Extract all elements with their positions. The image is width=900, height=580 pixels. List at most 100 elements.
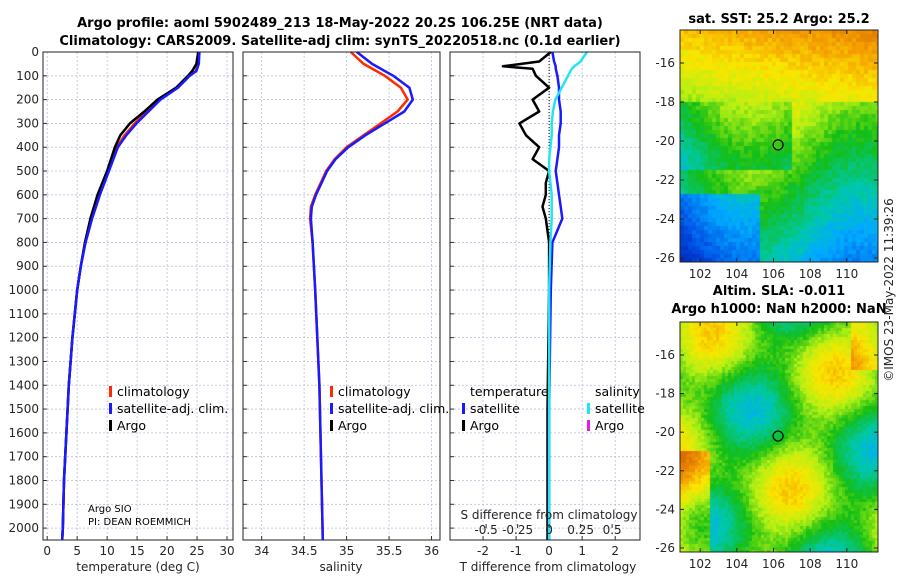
x-tick-label: 15 — [129, 544, 144, 558]
x-tick-label: 108 — [799, 557, 822, 571]
tdiff-xlabel: T difference from climatology — [459, 560, 637, 574]
y-tick-label: -24 — [655, 502, 675, 516]
series-satellite-clim — [60, 51, 201, 541]
y-tick-label: 1300 — [8, 354, 39, 368]
y-tick-label: 300 — [16, 116, 39, 130]
x-tick-label: -1 — [510, 544, 522, 558]
y-tick-label: 200 — [16, 93, 39, 107]
y-tick-label: 100 — [16, 69, 39, 83]
temperature-legend: climatology satellite-adj. clim. Argo Ar… — [88, 384, 228, 528]
legend-swatch-s-satellite — [587, 403, 590, 414]
sst-heatmap — [680, 30, 878, 262]
legend-swatch-satellite — [330, 403, 333, 414]
salinity-legend: climatology satellite-adj. clim. Argo — [330, 384, 449, 433]
y-tick-label: -16 — [655, 56, 675, 70]
argo-location-marker — [772, 139, 784, 151]
axes-frame — [242, 51, 441, 541]
y-tick-label: 1400 — [8, 378, 39, 392]
sla-map-subtitle: Argo h1000: NaN h2000: NaN — [671, 302, 886, 317]
y-tick-label: -26 — [655, 251, 675, 265]
y-tick-label: 1800 — [8, 473, 39, 487]
map-frame — [679, 321, 879, 553]
y-tick-label: 700 — [16, 212, 39, 226]
y-tick-label: -24 — [655, 212, 675, 226]
x-tick-label: 104 — [725, 267, 748, 281]
axes-frame — [42, 51, 234, 541]
annotation-line1: Argo SIO — [88, 504, 132, 515]
y-tick-label: -18 — [655, 387, 675, 401]
x-tick-label: 30 — [219, 544, 234, 558]
sla-heatmap — [680, 322, 878, 552]
salinity-panel: 34 34.5 35 35.5 36 — [242, 51, 441, 558]
s-x-tick-label: 0 — [545, 523, 553, 537]
difference-legend: temperature satellite Argo salinity sate… — [462, 384, 645, 433]
series-t-argo — [501, 51, 552, 540]
argo-location-marker — [772, 430, 784, 442]
y-tick-label: 900 — [16, 259, 39, 273]
sla-map-title: Altim. SLA: -0.011 — [713, 284, 845, 299]
sst-map-title: sat. SST: 25.2 Argo: 25.2 — [688, 12, 869, 27]
s-x-tick-label: -0.25 — [502, 523, 533, 537]
x-tick-label: 35.5 — [376, 544, 403, 558]
x-tick-label: 5 — [73, 544, 81, 558]
y-tick-label: 1600 — [8, 426, 39, 440]
series-t-satellite — [547, 51, 564, 540]
series-climatology — [60, 51, 201, 541]
legend-swatch-climatology — [330, 386, 333, 397]
x-tick-label: 106 — [762, 267, 785, 281]
legend-label: climatology — [117, 384, 190, 399]
legend-swatch-argo — [330, 420, 333, 431]
y-tick-label: 1500 — [8, 402, 39, 416]
y-tick-label: 1200 — [8, 331, 39, 345]
legend-label: Argo — [470, 418, 499, 433]
x-tick-label: 110 — [835, 267, 858, 281]
x-tick-label: 10 — [99, 544, 114, 558]
y-tick-label: 1100 — [8, 307, 39, 321]
legend-label: satellite — [595, 401, 645, 416]
x-tick-label: 102 — [689, 557, 712, 571]
legend-title-salinity: salinity — [595, 384, 640, 399]
legend-swatch-argo — [109, 420, 112, 431]
y-tick-label: 1000 — [8, 283, 39, 297]
x-tick-label: 108 — [799, 267, 822, 281]
sst-map-axes: 102 104 106 108 110 -16 -18 -20 -22 -24 -26 — [655, 29, 879, 281]
legend-swatch-climatology — [109, 386, 112, 397]
x-tick-label: 2 — [611, 544, 619, 558]
y-tick-label: -16 — [655, 348, 675, 362]
y-tick-label: -18 — [655, 95, 675, 109]
x-tick-label: 106 — [762, 557, 785, 571]
x-tick-label: -2 — [477, 544, 489, 558]
timestamp: ©IMOS 23-May-2022 11:39:26 — [882, 198, 896, 382]
x-tick-label: 110 — [835, 557, 858, 571]
s-x-tick-label: -0.5 — [474, 523, 497, 537]
y-tick-label: 1700 — [8, 450, 39, 464]
y-tick-label: 600 — [16, 188, 39, 202]
x-tick-label: 1 — [578, 544, 586, 558]
temperature-xlabel: temperature (deg C) — [76, 560, 199, 574]
y-tick-label: -20 — [655, 425, 675, 439]
axes-frame — [449, 51, 641, 541]
legend-swatch-s-argo — [587, 420, 590, 431]
x-tick-label: 104 — [725, 557, 748, 571]
x-tick-label: 35 — [339, 544, 354, 558]
y-tick-label: -20 — [655, 134, 675, 148]
sdiff-xlabel: S difference from climatology — [461, 508, 638, 522]
map-frame — [679, 29, 879, 263]
temperature-panel: 0100200300400500600700800900100011001200… — [8, 45, 234, 558]
legend-label: climatology — [338, 384, 411, 399]
series-climatology — [308, 51, 409, 541]
series-argo — [60, 51, 200, 541]
x-tick-label: 25 — [189, 544, 204, 558]
y-tick-label: 500 — [16, 164, 39, 178]
legend-label: Argo — [338, 418, 367, 433]
y-tick-label: -22 — [655, 464, 675, 478]
y-tick-label: -26 — [655, 541, 675, 555]
x-tick-label: 34.5 — [291, 544, 318, 558]
y-tick-label: 1900 — [8, 497, 39, 511]
legend-label: satellite — [470, 401, 520, 416]
legend-title-temperature: temperature — [470, 384, 549, 399]
s-x-tick-label: 0.25 — [567, 523, 594, 537]
x-tick-label: 34 — [254, 544, 269, 558]
legend-label: Argo — [117, 418, 146, 433]
legend-label: satellite-adj. clim. — [338, 401, 449, 416]
